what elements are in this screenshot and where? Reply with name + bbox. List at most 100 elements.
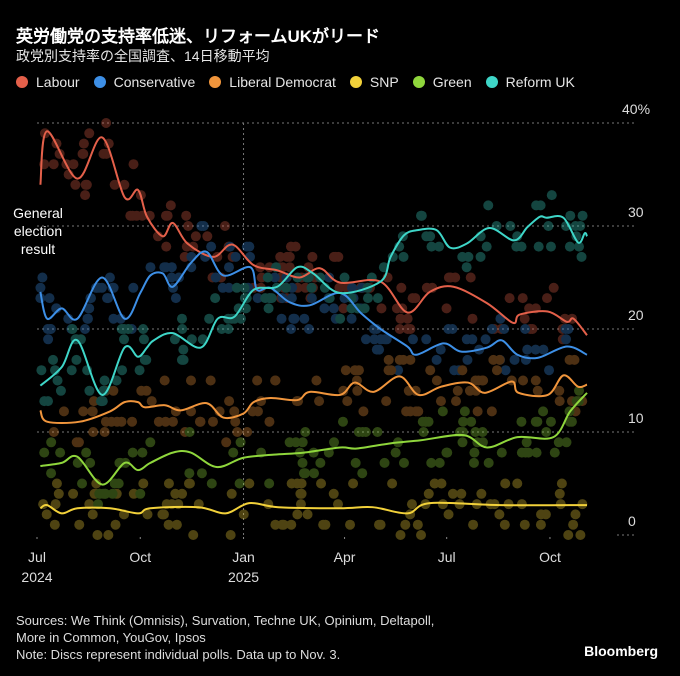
- poll-disc: [423, 416, 434, 427]
- poll-disc: [48, 354, 59, 365]
- poll-disc: [564, 241, 575, 252]
- poll-disc: [50, 499, 61, 510]
- poll-disc: [359, 303, 370, 314]
- poll-disc: [138, 478, 149, 489]
- x-tick-year: 2025: [228, 569, 259, 585]
- bloomberg-logo: Bloomberg: [584, 643, 658, 659]
- poll-disc: [561, 334, 572, 345]
- poll-disc: [333, 499, 344, 510]
- poll-disc: [232, 427, 243, 437]
- poll-disc: [296, 488, 307, 499]
- poll-disc: [394, 324, 405, 334]
- poll-disc: [112, 416, 123, 427]
- poll-disc: [85, 457, 96, 468]
- poll-disc: [425, 365, 436, 376]
- poll-disc: [443, 509, 454, 520]
- poll-disc: [452, 385, 463, 396]
- poll-disc: [119, 334, 130, 345]
- poll-disc: [401, 406, 412, 417]
- poll-disc: [247, 406, 258, 417]
- sources-text: More in Common, YouGov, Ipsos: [16, 630, 206, 645]
- poll-disc: [488, 354, 499, 365]
- poll-disc: [119, 179, 130, 190]
- poll-disc: [512, 478, 523, 489]
- poll-disc: [99, 427, 110, 437]
- x-tick-year: 2024: [21, 569, 52, 585]
- poll-disc: [576, 251, 587, 262]
- poll-disc: [457, 365, 468, 376]
- poll-disc: [533, 241, 544, 252]
- chart-title: 英労働党の支持率低迷、リフォームUKがリード: [16, 27, 381, 46]
- poll-disc: [128, 282, 139, 293]
- poll-disc: [535, 200, 546, 211]
- poll-disc: [136, 385, 147, 396]
- poll-disc: [464, 385, 475, 396]
- poll-disc: [162, 210, 173, 221]
- poll-disc: [570, 509, 581, 520]
- poll-disc: [106, 416, 117, 427]
- poll-disc: [457, 251, 468, 262]
- poll-disc: [128, 159, 139, 170]
- poll-disc: [345, 519, 356, 530]
- poll-disc: [235, 437, 246, 448]
- poll-disc: [324, 272, 335, 283]
- poll-disc: [400, 519, 411, 530]
- poll-disc: [516, 499, 527, 510]
- poll-disc: [210, 293, 221, 304]
- poll-disc: [263, 303, 274, 314]
- poll-disc: [381, 396, 392, 407]
- poll-disc: [157, 509, 168, 520]
- poll-disc: [100, 488, 111, 499]
- poll-disc: [84, 128, 95, 139]
- poll-disc: [98, 488, 109, 499]
- poll-disc: [298, 468, 309, 479]
- poll-disc: [531, 447, 542, 458]
- poll-disc: [341, 282, 352, 293]
- poll-disc: [263, 499, 274, 510]
- poll-disc: [286, 293, 297, 304]
- poll-disc: [309, 468, 320, 479]
- poll-disc: [569, 354, 580, 365]
- poll-disc: [285, 241, 296, 252]
- poll-disc: [289, 313, 300, 324]
- poll-disc: [574, 241, 585, 252]
- poll-disc: [575, 221, 586, 231]
- poll-disc: [423, 488, 434, 499]
- poll-disc: [471, 385, 482, 396]
- legend-label: Green: [432, 74, 472, 90]
- poll-disc: [338, 385, 349, 396]
- poll-disc: [445, 272, 456, 283]
- poll-disc: [229, 406, 240, 417]
- poll-disc: [82, 313, 93, 324]
- poll-disc: [80, 190, 91, 201]
- legend-item: Green: [412, 74, 472, 90]
- poll-disc: [340, 365, 351, 376]
- poll-disc: [292, 282, 303, 293]
- poll-disc: [462, 354, 473, 365]
- poll-disc: [566, 396, 577, 407]
- poll-disc: [125, 210, 136, 221]
- poll-disc: [42, 396, 53, 407]
- poll-disc: [78, 148, 89, 159]
- poll-disc: [381, 334, 392, 345]
- poll-disc: [387, 478, 398, 489]
- poll-disc: [395, 313, 406, 324]
- legend-swatch: [209, 76, 222, 88]
- x-tick-label: Oct: [539, 549, 561, 565]
- poll-disc: [71, 354, 82, 365]
- poll-disc: [505, 221, 516, 231]
- poll-disc: [319, 303, 330, 314]
- poll-disc: [453, 365, 464, 376]
- y-tick-label: 40%: [622, 101, 650, 117]
- poll-disc: [491, 365, 502, 376]
- poll-disc: [256, 272, 267, 283]
- poll-disc: [577, 210, 588, 221]
- poll-disc: [190, 231, 201, 242]
- poll-disc: [521, 437, 532, 448]
- poll-disc: [223, 262, 234, 273]
- poll-disc: [145, 437, 156, 448]
- poll-disc: [434, 457, 445, 468]
- legend-swatch: [485, 76, 498, 88]
- poll-disc: [417, 416, 428, 427]
- poll-disc: [352, 385, 363, 396]
